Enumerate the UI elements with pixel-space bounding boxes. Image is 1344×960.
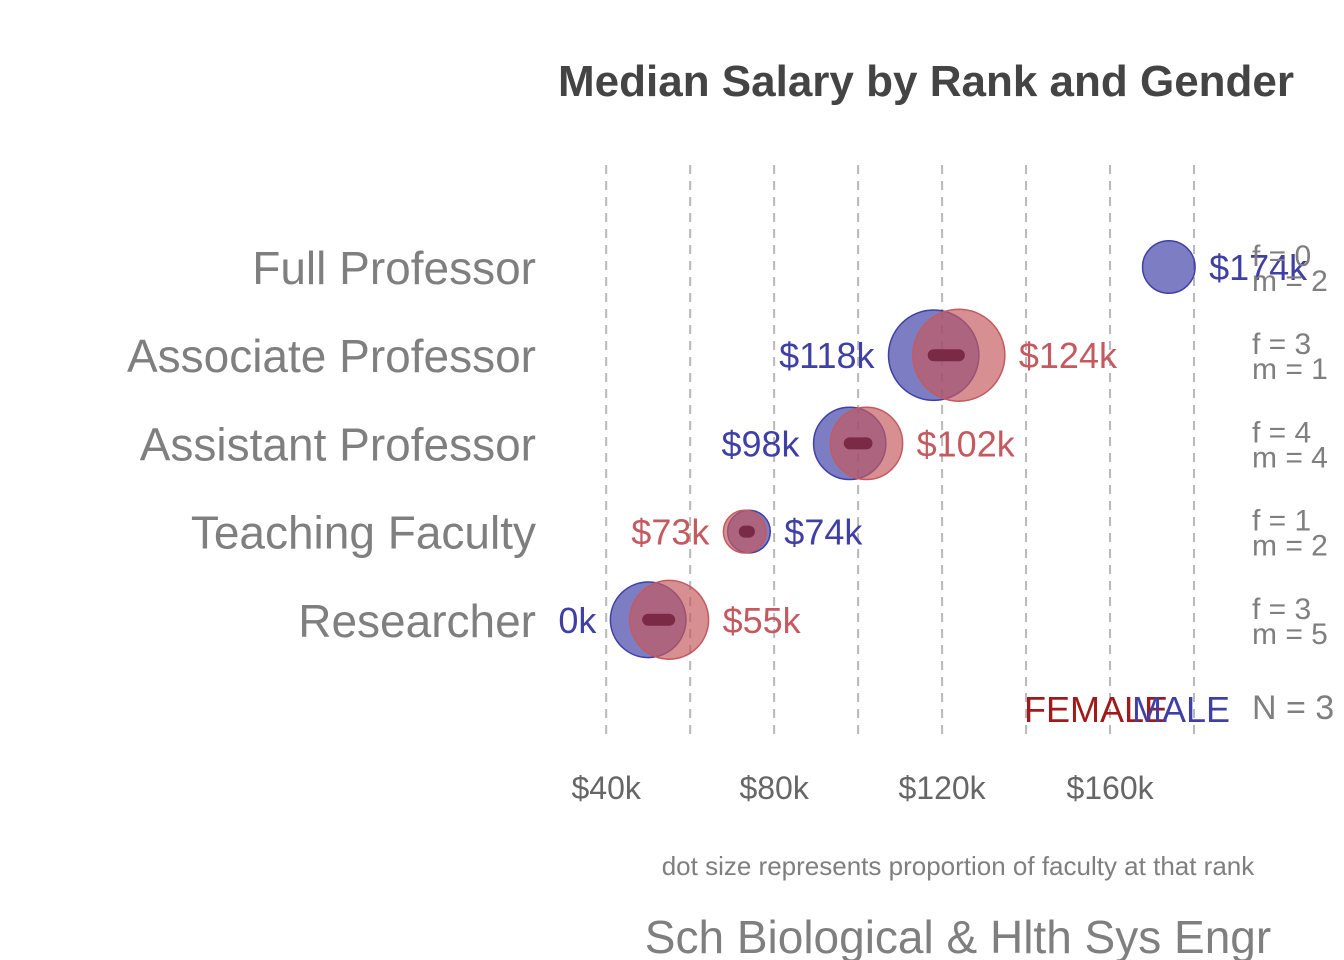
legend: FEMALE MALE N = 3 bbox=[1024, 689, 1334, 730]
chart-caption: dot size represents proportion of facult… bbox=[662, 851, 1256, 881]
category-label: Teaching Faculty bbox=[191, 507, 536, 559]
male-value-label: $118k bbox=[779, 335, 875, 376]
female-count: f = 1 bbox=[1252, 505, 1311, 538]
male-value-label: 0k bbox=[558, 600, 597, 641]
female-count: f = 3 bbox=[1252, 593, 1311, 626]
male-count: m = 2 bbox=[1252, 530, 1328, 563]
legend-male: MALE bbox=[1132, 689, 1230, 730]
male-dot bbox=[1141, 239, 1196, 295]
x-tick-label: $160k bbox=[1066, 770, 1154, 806]
female-count: f = 3 bbox=[1252, 328, 1311, 361]
male-value-label: $74k bbox=[784, 512, 863, 553]
count-labels: f = 0m = 2f = 3m = 1f = 4m = 4f = 1m = 2… bbox=[1252, 240, 1328, 651]
x-tick-label: $80k bbox=[739, 770, 809, 806]
category-label: Researcher bbox=[298, 595, 536, 647]
category-label: Assistant Professor bbox=[140, 418, 536, 470]
female-value-label: $102k bbox=[917, 423, 1016, 464]
male-value-label: $98k bbox=[721, 423, 800, 464]
chart-title: Median Salary by Rank and Gender bbox=[558, 57, 1294, 106]
female-count: f = 0 bbox=[1252, 240, 1311, 273]
x-tick-label: $40k bbox=[571, 770, 641, 806]
department-name: Sch Biological & Hlth Sys Engr bbox=[645, 911, 1271, 960]
male-count: m = 4 bbox=[1252, 441, 1328, 474]
category-labels: Full Professor Associate Professor Assista… bbox=[127, 242, 536, 647]
male-count: m = 5 bbox=[1252, 618, 1328, 651]
female-value-label: $73k bbox=[631, 512, 710, 553]
category-label: Associate Professor bbox=[127, 330, 536, 382]
x-axis: $40k $80k $120k $160k bbox=[571, 770, 1154, 806]
male-count: m = 2 bbox=[1252, 265, 1328, 298]
legend-female: FEMALE bbox=[1024, 689, 1168, 730]
x-tick-label: $120k bbox=[898, 770, 986, 806]
female-count: f = 4 bbox=[1252, 416, 1311, 449]
category-label: Full Professor bbox=[252, 242, 536, 294]
female-value-label: $55k bbox=[723, 600, 802, 641]
value-labels: $174k $118k $124k $98k $102k $74k $73k 0k $55k bbox=[558, 247, 1308, 641]
male-count: m = 1 bbox=[1252, 353, 1328, 386]
male-value-label: $174k bbox=[1209, 247, 1308, 288]
total-count: N = 3 bbox=[1252, 689, 1334, 727]
data-points bbox=[609, 239, 1196, 660]
female-value-label: $124k bbox=[1019, 335, 1118, 376]
